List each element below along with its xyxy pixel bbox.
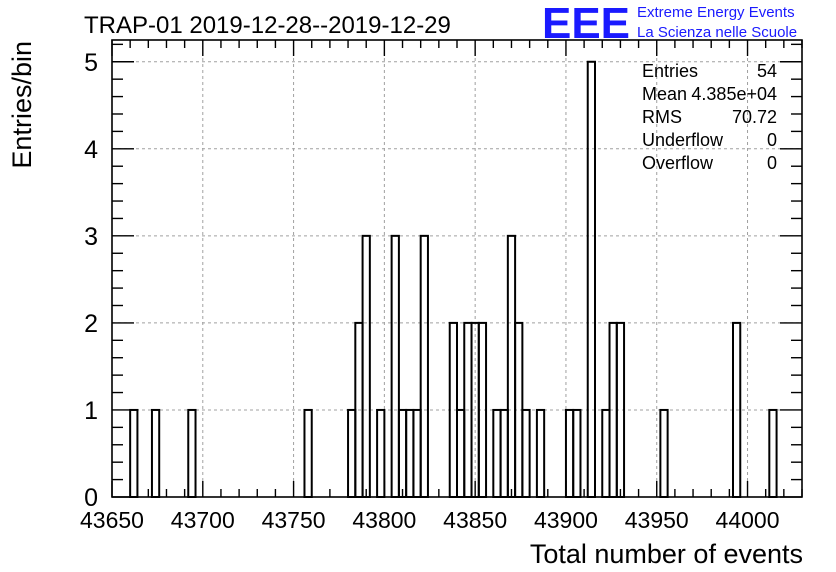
y-tick-label: 2 — [84, 310, 98, 338]
stats-value: 4.385e+04 — [691, 84, 777, 104]
y-axis-label: Entries/bin — [7, 41, 37, 169]
stats-row-mean: Mean 4.385e+04 — [642, 84, 777, 104]
axis-ticks — [111, 40, 803, 498]
x-tick-label: 43900 — [534, 507, 598, 533]
x-tick-labels: 43650 43700 43750 43800 43850 43900 43950 44000 — [80, 507, 779, 533]
stats-box: Entries 54 Mean 4.385e+04 RMS 70.72 Unde… — [642, 61, 777, 173]
y-tick-label: 3 — [84, 223, 98, 251]
stats-value: 0 — [767, 153, 777, 173]
stats-label: Entries — [642, 61, 698, 81]
stats-row-rms: RMS 70.72 — [642, 107, 777, 127]
stats-label: Mean — [642, 84, 687, 104]
chart-title: TRAP-01 2019-12-28--2019-12-29 — [84, 12, 451, 39]
stats-value: 0 — [767, 130, 777, 150]
x-tick-label: 43850 — [443, 507, 507, 533]
y-tick-labels: 0 1 2 3 4 5 — [84, 49, 98, 512]
x-tick-label: 44000 — [716, 507, 780, 533]
logo-line-1: Extreme Energy Events — [637, 4, 795, 21]
x-tick-label: 43800 — [352, 507, 416, 533]
stats-row-overflow: Overflow 0 — [642, 153, 777, 173]
stats-value: 70.72 — [732, 107, 777, 127]
stats-row-entries: Entries 54 — [642, 61, 777, 81]
x-axis-label: Total number of events — [530, 539, 803, 569]
stats-label: RMS — [642, 107, 682, 127]
stats-row-underflow: Underflow 0 — [642, 130, 777, 150]
y-tick-label: 4 — [84, 136, 98, 164]
y-tick-label: 1 — [84, 397, 98, 425]
stats-label: Overflow — [642, 153, 714, 173]
x-tick-label: 43950 — [625, 507, 689, 533]
y-tick-label: 5 — [84, 49, 98, 77]
eee-logo-mark: EEE — [542, 0, 630, 48]
eee-logo: EEE Extreme Energy Events La Scienza nel… — [542, 0, 797, 48]
x-tick-label: 43650 — [80, 507, 144, 533]
stats-label: Underflow — [642, 130, 724, 150]
logo-line-2: La Scienza nelle Scuole — [637, 24, 797, 41]
x-tick-label: 43750 — [262, 507, 326, 533]
y-tick-label: 0 — [84, 484, 98, 512]
stats-value: 54 — [757, 61, 777, 81]
x-tick-label: 43700 — [171, 507, 235, 533]
